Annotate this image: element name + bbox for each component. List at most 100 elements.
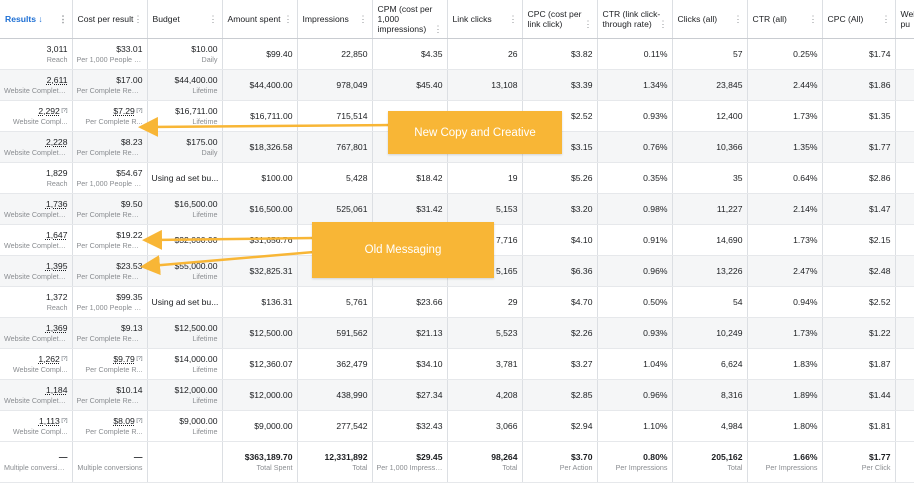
column-header-label: Amount spent (228, 14, 281, 24)
column-menu-icon[interactable]: ⋮ (882, 14, 890, 24)
impressions-value: 5,428 (302, 173, 368, 184)
info-icon[interactable]: [?] (60, 418, 68, 424)
cell-impressions: 5,761 (297, 287, 372, 318)
column-menu-icon[interactable]: ⋮ (284, 14, 292, 24)
column-header-7[interactable]: CPC (cost per link click)⋮ (522, 0, 597, 39)
column-menu-icon[interactable]: ⋮ (59, 14, 67, 24)
table-row[interactable]: 1,113 [?]Website Compl...$8.09 [?]Per Co… (0, 411, 914, 442)
cell-spent: $44,400.00 (222, 70, 297, 101)
link_clicks-value: 4,208 (452, 390, 518, 401)
results-value[interactable]: 1,647 (4, 230, 68, 241)
column-header-4[interactable]: Impressions⋮ (297, 0, 372, 39)
cell-cpr: $9.79 [?]Per Complete R... (72, 349, 147, 380)
results-value[interactable]: 1,184 (4, 385, 68, 396)
clicks_all-value: 6,624 (677, 359, 743, 370)
cpr-value: $9.13 (77, 323, 143, 334)
cell-web-purchases (895, 411, 914, 442)
column-menu-icon[interactable]: ⋮ (359, 14, 367, 24)
column-menu-icon[interactable]: ⋮ (434, 24, 442, 34)
results-subtitle: Website Complete... (4, 396, 68, 406)
results-value[interactable]: 2,611 (4, 75, 68, 86)
info-icon[interactable]: [?] (60, 356, 68, 362)
cpc-value: $3.70 (527, 452, 593, 463)
cpm-value: $32.43 (377, 421, 443, 432)
ctr_link-value: 0.93% (602, 328, 668, 339)
column-menu-icon[interactable]: ⋮ (734, 14, 742, 24)
cell-ctr_all: 1.73% (747, 225, 822, 256)
column-header-label: CPC (cost per link click) (528, 9, 582, 29)
column-menu-icon[interactable]: ⋮ (584, 19, 592, 29)
cpr-value[interactable]: $7.29 [?] (77, 106, 143, 117)
info-icon[interactable]: [?] (135, 108, 143, 114)
cpc-value: $4.10 (527, 235, 593, 246)
results-value[interactable]: 1,262 [?] (4, 354, 68, 365)
info-icon[interactable]: [?] (135, 418, 143, 424)
cell-cpm: $32.43 (372, 411, 447, 442)
table-row[interactable]: 1,262 [?]Website Compl...$9.79 [?]Per Co… (0, 349, 914, 380)
info-icon[interactable]: [?] (135, 356, 143, 362)
column-header-8[interactable]: CTR (link click-through rate)⋮ (597, 0, 672, 39)
column-menu-icon[interactable]: ⋮ (209, 14, 217, 24)
budget-value: $175.00 (152, 137, 218, 148)
cpr-value: $9.50 (77, 199, 143, 210)
cpc_all-value: $2.52 (827, 297, 891, 308)
results-value[interactable]: 1,736 (4, 199, 68, 210)
column-menu-icon[interactable]: ⋮ (659, 19, 667, 29)
cpc_all-value: $2.86 (827, 173, 891, 184)
column-menu-icon[interactable]: ⋮ (509, 14, 517, 24)
column-header-11[interactable]: CPC (All)⋮ (822, 0, 895, 39)
column-header-0[interactable]: Results ↓⋮ (0, 0, 72, 39)
cell-ctr_all: 1.73% (747, 101, 822, 132)
ctr_all-value: 2.47% (752, 266, 818, 277)
ctr_all-value: 0.64% (752, 173, 818, 184)
info-icon[interactable]: [?] (60, 108, 68, 114)
cell-link_clicks: 19 (447, 163, 522, 194)
results-value[interactable]: 1,113 [?] (4, 416, 68, 427)
column-header-1[interactable]: Cost per result⋮ (72, 0, 147, 39)
column-header-3[interactable]: Amount spent⋮ (222, 0, 297, 39)
cpr-subtitle: Per Complete R... (77, 365, 143, 375)
cpr-value[interactable]: $8.09 [?] (77, 416, 143, 427)
column-menu-icon[interactable]: ⋮ (134, 14, 142, 24)
clicks_all-value: 23,845 (677, 80, 743, 91)
column-header-5[interactable]: CPM (cost per 1,000 impressions)⋮ (372, 0, 447, 39)
column-header-2[interactable]: Budget ⋮ (147, 0, 222, 39)
cpc-value: $6.36 (527, 266, 593, 277)
impressions-value: 591,562 (302, 328, 368, 339)
impressions-value: 5,761 (302, 297, 368, 308)
column-menu-icon[interactable]: ⋮ (809, 14, 817, 24)
column-header-12[interactable]: Web pu (895, 0, 914, 39)
cell-ctr_all: 0.64% (747, 163, 822, 194)
results-value[interactable]: 2,228 (4, 137, 68, 148)
column-header-9[interactable]: Clicks (all)⋮ (672, 0, 747, 39)
spent-value: $12,500.00 (227, 328, 293, 339)
column-header-10[interactable]: CTR (all)⋮ (747, 0, 822, 39)
results-value[interactable]: 1,369 (4, 323, 68, 334)
spent-value: $136.31 (227, 297, 293, 308)
column-header-label: Budget (153, 14, 180, 24)
column-header-6[interactable]: Link clicks⋮ (447, 0, 522, 39)
cell-impressions: 591,562 (297, 318, 372, 349)
cell-ctr_link: 0.50% (597, 287, 672, 318)
spent-value: $32,825.31 (227, 266, 293, 277)
cell-impressions: 22,850 (297, 39, 372, 70)
results-value[interactable]: 2,292 [?] (4, 106, 68, 117)
ctr_link-value: 0.96% (602, 266, 668, 277)
cpr-value[interactable]: $9.79 [?] (77, 354, 143, 365)
results-value[interactable]: 1,395 (4, 261, 68, 272)
cell-web-purchases (895, 442, 914, 483)
